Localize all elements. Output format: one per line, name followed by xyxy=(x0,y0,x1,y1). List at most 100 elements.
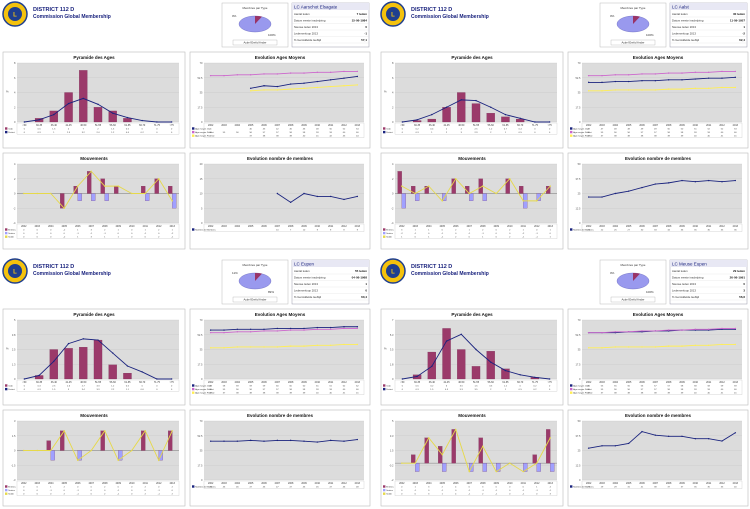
q0-c0-legend-label-1: District xyxy=(8,131,15,134)
q2-c0-bar-0-5 xyxy=(93,339,103,380)
q2-c0-ylabel: % xyxy=(6,347,9,351)
q1-c0-title: Pyramide des Ages xyxy=(451,55,493,60)
q2-c0-cell-1-4: 3.4 xyxy=(82,389,86,391)
q1-c0-legend-label-1: District xyxy=(386,131,393,134)
info-value-2-3: 0 xyxy=(365,289,367,293)
q0-c0-xtick-3: 41-45 xyxy=(65,124,72,127)
district-title-1: DISTRICT 112 D xyxy=(411,7,452,13)
q2-c2-xtick-1: 2003 xyxy=(35,482,41,485)
q3-c1-point-2-9 xyxy=(707,344,710,346)
q1-c1-cell-2-0: 37 xyxy=(587,136,590,138)
q1-c3-title: Evolution nombre de membres xyxy=(625,156,692,161)
q1-c1-point-0-10 xyxy=(721,77,723,79)
q3-c1-cell-1-7: 58 xyxy=(681,389,684,391)
q0-c1-cell-1-2: 56 xyxy=(236,132,239,134)
q1-c0-ytick-4: 8 xyxy=(392,61,394,65)
q1-c1-cell-0-11: 53 xyxy=(734,129,737,131)
q0-c1-cell-1-10: 60 xyxy=(343,132,346,134)
q0-c2-xtick-4: 2006 xyxy=(75,225,81,228)
info-value-3-3: 3 xyxy=(743,289,745,293)
q1-c2-xtick-10: 2012 xyxy=(534,225,540,228)
q3-c2-xtick-10: 2012 xyxy=(534,482,540,485)
q2-c1-xtick-7: 2009 xyxy=(301,381,307,384)
q0-c2-cell-0-7: 1 xyxy=(118,230,120,232)
q0-c2-point-0-1 xyxy=(36,192,38,195)
q0-c0-xtick-7: 61-65 xyxy=(124,124,131,127)
q0-c2-cell-2-4: 1 xyxy=(77,237,79,239)
q1-c1-point-1-7 xyxy=(681,72,683,74)
q2-c1-cell-2-5: 38 xyxy=(276,393,279,395)
q3-c0-title: Pyramide des Ages xyxy=(451,312,493,317)
q3-c1-point-2-4 xyxy=(641,346,643,348)
q3-c2-point-0-9 xyxy=(522,470,524,473)
info-table-0: LC Aarschot Elsagate Aantal leden 7 leden D… xyxy=(291,2,370,48)
q2-c1-cell-1-8: 59 xyxy=(316,389,319,391)
pie-box-1: Membres par Type 0% 100%Actief Erelid Ande… xyxy=(599,2,667,48)
q2-c2-cell-0-7: 0 xyxy=(118,487,120,489)
q0-c2-point-0-7 xyxy=(117,185,119,187)
q0-c0-cell-1-7: 0.6 xyxy=(126,132,130,134)
q0-c1-legend-label-0: Age moyen Club xyxy=(195,128,212,131)
lions-logo-1: L xyxy=(380,1,406,27)
q1-c1-point-2-5 xyxy=(654,89,657,91)
pie-legend-box-3 xyxy=(610,296,656,303)
q1-c1-legend-swatch-2 xyxy=(570,134,573,137)
info-value-0-0: 7 leden xyxy=(357,12,368,16)
lions-logo-core-2 xyxy=(8,264,22,278)
q2-c3-legend-swatch-0 xyxy=(192,485,195,488)
info-label-3-4: % Gemiddelde leeftijd xyxy=(672,295,700,299)
q3-c2-bar-0-11 xyxy=(546,429,551,464)
q2-c0-cell-1-3: 3 xyxy=(68,389,70,391)
q2-c3-point-0-3 xyxy=(249,439,252,442)
q2-c2-cell-2-0: 0 xyxy=(23,494,25,496)
q1-c2-ytick-4: 4 xyxy=(392,162,394,166)
q2-c1-ytick-0: 0 xyxy=(201,377,203,381)
q3-c0-point-0-5 xyxy=(475,348,477,351)
q3-c3-xtick-7: 2009 xyxy=(679,482,685,485)
q3-c0-cell-1-9: 0.2 xyxy=(533,389,537,391)
q1-c2-point-0-2 xyxy=(428,185,430,187)
q3-c3-table xyxy=(581,480,743,489)
q3-c2-xtick-1: 2003 xyxy=(413,482,419,485)
q2-c2-bar-0-2 xyxy=(46,440,51,451)
q2-c3-point-0-5 xyxy=(276,439,279,442)
q3-c1-point-2-6 xyxy=(667,345,670,347)
q0-c0-point-0-7 xyxy=(126,116,129,119)
q2-c3-legend-label-0: Nombre de Membres xyxy=(195,486,216,489)
q0-c2-xtick-6: 2008 xyxy=(102,225,108,228)
q0-c0-xtick-2: 36-40 xyxy=(51,124,58,127)
q3-c2-cell-2-1: 0 xyxy=(415,494,417,496)
q3-c0-table xyxy=(394,379,558,392)
q1-c2-point-0-3 xyxy=(441,200,443,202)
q3-c2-cell-0-3: 2 xyxy=(442,487,444,489)
q3-c3-cell-0-9: 35 xyxy=(707,487,710,489)
q3-c3-xtick-8: 2010 xyxy=(693,482,699,485)
q3-c1-legend-swatch-2 xyxy=(570,391,573,394)
q3-c0-legend-label-1: District xyxy=(386,388,393,391)
q1-c0-cell-1-0: 0 xyxy=(402,132,404,134)
q1-c2-xtick-0: 2002 xyxy=(399,225,405,228)
q1-c2-line-0 xyxy=(401,178,551,202)
q0-c1-point-2-8 xyxy=(316,86,319,89)
q2-c2-point-0-1 xyxy=(36,449,38,452)
q3-c2-title: Mouvements xyxy=(458,413,486,418)
q0-c1-point-1-0 xyxy=(209,74,212,77)
q0-c1-cell-1-1: 55 xyxy=(223,132,226,134)
q2-c0-bar-0-3 xyxy=(64,348,73,380)
q2-c1-ytick-2: 35 xyxy=(200,348,203,352)
q1-c2-cell-0-3: 0 xyxy=(442,230,444,232)
q0-c3-cell-0-5: 10 xyxy=(276,230,279,232)
q0-c2-ytick-0: -4 xyxy=(13,221,16,225)
q1-c2-ytick-1: -2 xyxy=(391,206,394,210)
q2-c1-cell-0-1: 58 xyxy=(223,386,226,388)
q0-c3-xtick-8: 2010 xyxy=(315,225,321,228)
q2-c2-bar-1-2 xyxy=(50,450,55,461)
q2-c1-cell-1-1: 55 xyxy=(223,389,226,391)
q1-c0-point-0-1 xyxy=(416,119,418,121)
q1-c1-cell-0-3: 48 xyxy=(627,129,630,131)
info-label-3-0: Aantal leden xyxy=(672,269,688,273)
q0-c1-point-0-11 xyxy=(356,75,359,78)
q3-c1-cell-2-1: 37 xyxy=(601,393,604,395)
q2-c3-ytick-3: 52.5 xyxy=(197,434,203,438)
q1-c1-cell-0-6: 50 xyxy=(667,129,670,131)
